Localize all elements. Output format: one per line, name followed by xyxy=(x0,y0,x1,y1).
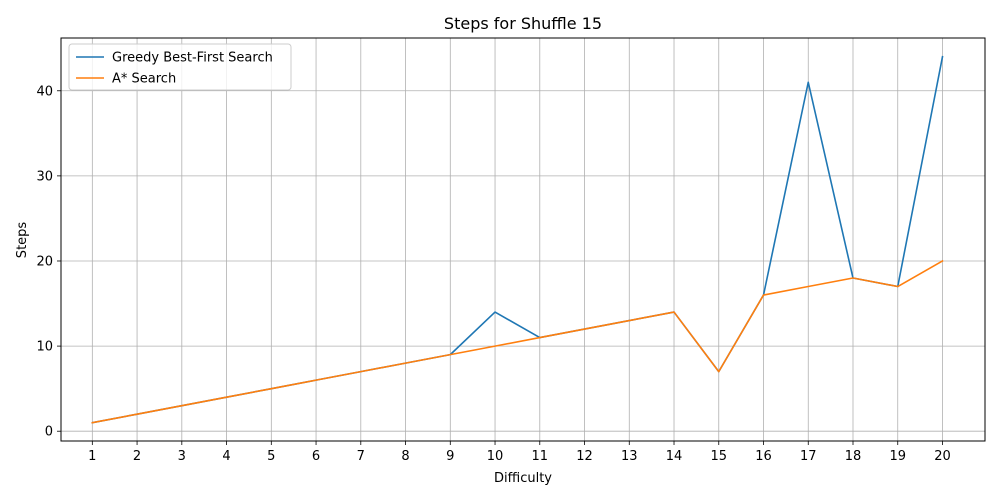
legend-box xyxy=(68,43,292,91)
plot-frame xyxy=(60,37,986,442)
x-tick-label: 14 xyxy=(666,449,683,464)
legend-label: Greedy Best-First Search xyxy=(112,51,273,66)
x-tick-label: 2 xyxy=(133,449,141,464)
y-tick-label: 10 xyxy=(36,340,53,355)
x-tick-label: 6 xyxy=(312,449,320,464)
x-tick-label: 3 xyxy=(178,449,186,464)
chart-title: Steps for Shuffle 15 xyxy=(444,14,602,33)
x-tick-label: 7 xyxy=(357,449,365,464)
legend: Greedy Best-First Search A* Search xyxy=(68,43,292,91)
x-tick-label: 17 xyxy=(800,449,817,464)
y-tick-label: 0 xyxy=(45,425,53,440)
x-tick-label: 8 xyxy=(401,449,409,464)
y-axis-title: Steps xyxy=(15,222,30,259)
x-tick-label: 13 xyxy=(621,449,638,464)
x-tick-label: 10 xyxy=(487,449,504,464)
x-tick-label: 5 xyxy=(267,449,275,464)
y-axis: 0 10 20 30 40 xyxy=(36,84,61,440)
series-line-a-star xyxy=(91,259,944,424)
x-tick-label: 4 xyxy=(222,449,230,464)
x-tick-label: 19 xyxy=(889,449,906,464)
x-axis: 1 2 3 4 5 6 7 8 9 10 11 12 13 14 15 16 17 18 19 20 xyxy=(88,441,951,464)
x-tick-label: 20 xyxy=(934,449,951,464)
legend-label: A* Search xyxy=(112,72,176,87)
x-tick-label: 11 xyxy=(532,449,549,464)
x-tick-label: 1 xyxy=(88,449,96,464)
x-tick-label: 9 xyxy=(446,449,454,464)
y-tick-label: 20 xyxy=(36,254,53,269)
series-layer xyxy=(91,55,944,424)
grid-lines xyxy=(61,38,985,441)
x-tick-label: 16 xyxy=(755,449,772,464)
x-tick-label: 15 xyxy=(710,449,727,464)
y-tick-label: 30 xyxy=(36,169,53,184)
y-tick-label: 40 xyxy=(36,84,53,99)
x-axis-title: Difficulty xyxy=(494,471,552,486)
x-tick-label: 12 xyxy=(576,449,593,464)
x-tick-label: 18 xyxy=(845,449,862,464)
